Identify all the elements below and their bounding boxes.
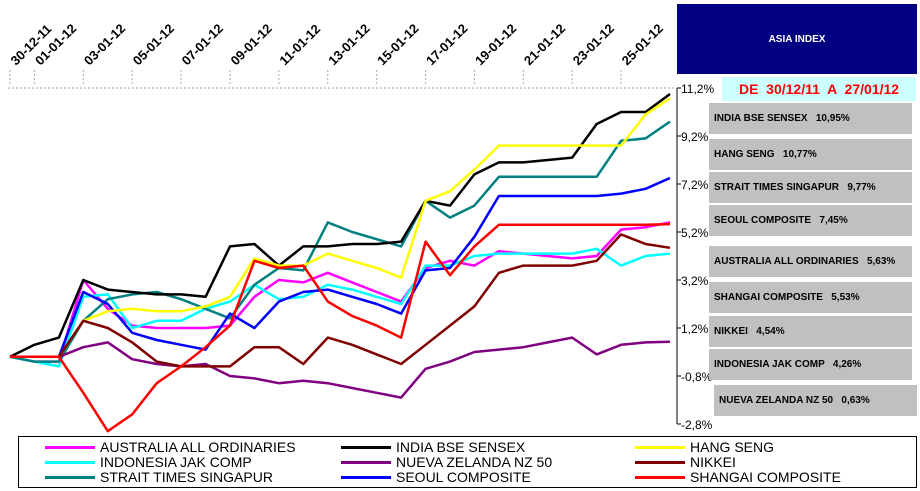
x-tick-label: 11-01-12 <box>276 21 323 68</box>
index-title: ASIA INDEX <box>677 4 917 74</box>
legend-item-hang-seng: HANG SENG <box>635 440 774 455</box>
y-tick-label: -2,8% <box>681 418 713 432</box>
y-tick-label: 5,2% <box>681 226 709 240</box>
legend-label: NUEVA ZELANDA NZ 50 <box>396 454 553 470</box>
date-range: DE 30/12/11 A 27/01/12 <box>722 77 916 101</box>
chart-legend: AUSTRALIA ALL ORDINARIES INDONESIA JAK C… <box>18 436 917 488</box>
series-line-shangai-composite <box>10 222 671 433</box>
legend-item-india: INDIA BSE SENSEX <box>341 440 525 455</box>
legend-label: NIKKEI <box>690 454 736 470</box>
legend-item-singapur: STRAIT TIMES SINGAPUR <box>45 470 273 485</box>
x-tick-label: 19-01-12 <box>472 21 519 68</box>
x-tick-label: 07-01-12 <box>179 21 226 68</box>
legend-item-nueva-zelanda: NUEVA ZELANDA NZ 50 <box>341 455 552 470</box>
x-tick-label: 21-01-12 <box>521 21 568 68</box>
series-line-india-bse-sensex <box>9 92 671 358</box>
y-tick-label: 1,2% <box>681 322 709 336</box>
x-tick-label: 25-01-12 <box>619 21 666 68</box>
legend-label: AUSTRALIA ALL ORDINARIES <box>100 439 296 455</box>
legend-label: STRAIT TIMES SINGAPUR <box>100 469 273 485</box>
legend-item-australia: AUSTRALIA ALL ORDINARIES <box>45 440 296 455</box>
series-lines <box>9 92 671 433</box>
ranking-item-5: AUSTRALIA ALL ORDINARIES 5,63% <box>709 246 912 277</box>
y-tick-label: 9,2% <box>681 130 709 144</box>
legend-item-seoul: SEOUL COMPOSITE <box>341 470 531 485</box>
x-tick-label: 09-01-12 <box>228 21 275 68</box>
ranking-item-2: HANG SENG 10,77% <box>709 139 912 170</box>
ranking-item-9: NUEVA ZELANDA NZ 50 0,63% <box>714 385 917 416</box>
x-tick-label: 17-01-12 <box>423 21 470 68</box>
y-axis-ticks: 11,2% 9,2% 7,2% 5,2% 3,2% 1,2% -0,8% -2,8% <box>677 82 714 432</box>
x-tick-label: 23-01-12 <box>570 21 617 68</box>
legend-label: SEOUL COMPOSITE <box>396 469 531 485</box>
series-line-nueva-zelanda-nz-50 <box>10 336 671 399</box>
legend-item-indonesia: INDONESIA JAK COMP <box>45 455 252 470</box>
y-tick-label: -0,8% <box>681 370 713 384</box>
x-tick-label: 03-01-12 <box>81 21 128 68</box>
y-tick-label: 3,2% <box>681 274 709 288</box>
legend-item-nikkei: NIKKEI <box>635 455 736 470</box>
ranking-item-8: INDONESIA JAK COMP 4,26% <box>709 349 912 380</box>
y-tick-label: 7,2% <box>681 178 709 192</box>
y-tick-label: 11,2% <box>681 82 714 96</box>
ranking-item-6: SHANGAI COMPOSITE 5,53% <box>709 282 912 313</box>
legend-label: HANG SENG <box>690 439 775 455</box>
legend-label: INDIA BSE SENSEX <box>396 439 526 455</box>
x-tick-label: 13-01-12 <box>325 21 372 68</box>
series-line-strait-times-singapur <box>9 120 671 363</box>
ranking-item-1: INDIA BSE SENSEX 10,95% <box>709 103 912 134</box>
series-line-hang-seng <box>10 97 671 359</box>
ranking-item-3: STRAIT TIMES SINGAPUR 9,77% <box>709 172 912 203</box>
series-line-nikkei <box>10 233 671 368</box>
legend-label: INDONESIA JAK COMP <box>100 454 252 470</box>
legend-label: SHANGAI COMPOSITE <box>690 469 841 485</box>
series-line-seoul-composite <box>10 176 671 359</box>
x-tick-label: 05-01-12 <box>130 21 177 68</box>
legend-item-shangai: SHANGAI COMPOSITE <box>635 470 841 485</box>
ranking-item-7: NIKKEI 4,54% <box>709 316 912 347</box>
ranking-item-4: SEOUL COMPOSITE 7,45% <box>709 205 912 236</box>
x-tick-label: 15-01-12 <box>374 21 421 68</box>
